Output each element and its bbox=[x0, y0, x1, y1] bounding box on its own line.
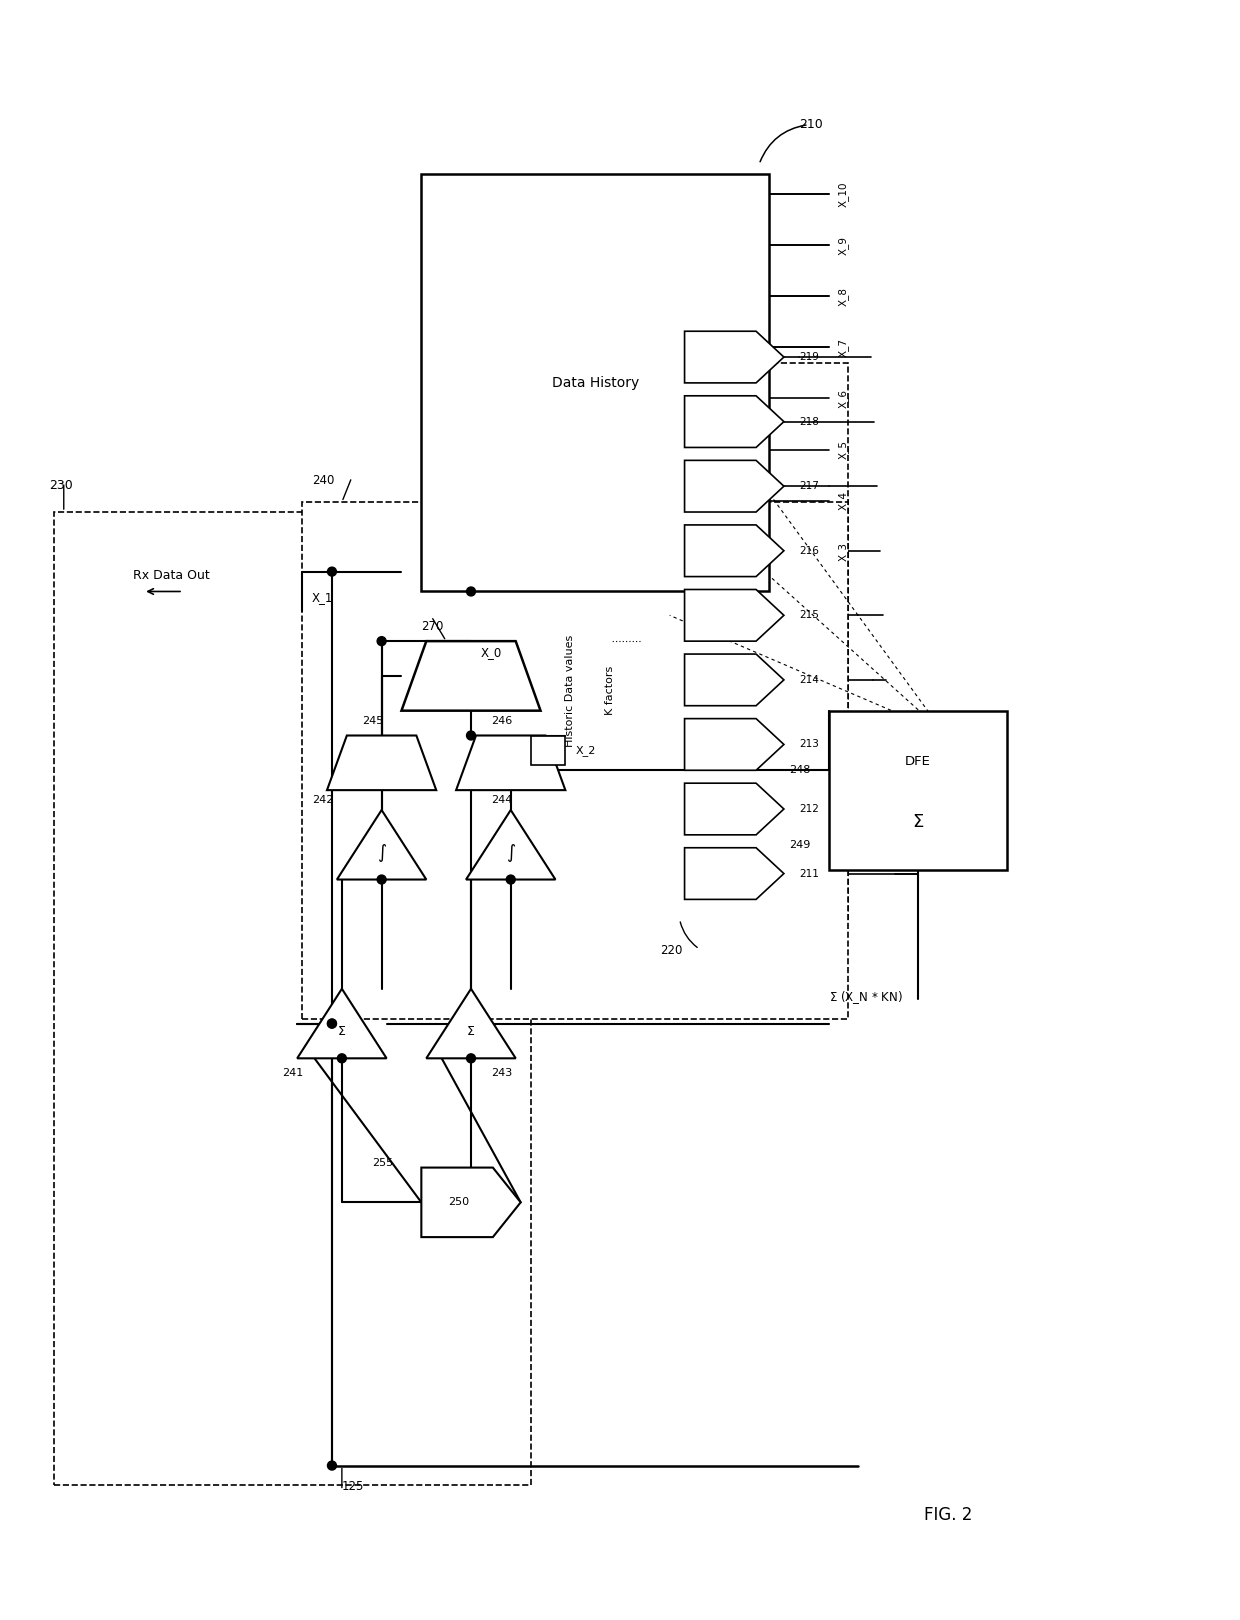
Text: 220: 220 bbox=[660, 944, 682, 957]
Bar bbox=[303, 502, 848, 1019]
Polygon shape bbox=[456, 735, 565, 791]
Polygon shape bbox=[684, 590, 784, 642]
Text: 214: 214 bbox=[799, 676, 818, 685]
Text: 213: 213 bbox=[799, 739, 818, 750]
Polygon shape bbox=[298, 988, 387, 1058]
Polygon shape bbox=[684, 847, 784, 899]
Text: 215: 215 bbox=[799, 611, 818, 620]
Text: $\int$: $\int$ bbox=[506, 842, 516, 863]
Circle shape bbox=[327, 567, 336, 577]
Text: 255: 255 bbox=[372, 1158, 393, 1168]
Text: X_10: X_10 bbox=[838, 181, 849, 207]
Bar bbox=[53, 512, 531, 1486]
Text: X_0: X_0 bbox=[481, 646, 502, 659]
Polygon shape bbox=[684, 782, 784, 834]
Text: Historic Data values: Historic Data values bbox=[565, 635, 575, 747]
Polygon shape bbox=[422, 1168, 521, 1238]
Text: $\Sigma$: $\Sigma$ bbox=[911, 813, 924, 831]
Text: X_6: X_6 bbox=[838, 389, 849, 408]
Circle shape bbox=[337, 1055, 346, 1063]
Polygon shape bbox=[327, 735, 436, 791]
Bar bbox=[422, 175, 769, 591]
Bar bbox=[670, 363, 848, 919]
Text: X_5: X_5 bbox=[838, 441, 849, 458]
Text: FIG. 2: FIG. 2 bbox=[924, 1507, 972, 1524]
Text: 246: 246 bbox=[491, 716, 512, 726]
Circle shape bbox=[327, 1019, 336, 1029]
Text: 249: 249 bbox=[789, 839, 810, 851]
Text: 240: 240 bbox=[312, 475, 335, 488]
Text: 243: 243 bbox=[491, 1068, 512, 1079]
Text: 219: 219 bbox=[799, 352, 818, 361]
Text: X_7: X_7 bbox=[838, 339, 849, 356]
Text: X_4: X_4 bbox=[838, 491, 849, 510]
Text: DFE: DFE bbox=[905, 755, 931, 768]
Text: 245: 245 bbox=[362, 716, 383, 726]
Polygon shape bbox=[337, 810, 427, 880]
Circle shape bbox=[506, 875, 515, 885]
Polygon shape bbox=[427, 988, 516, 1058]
Text: 248: 248 bbox=[789, 765, 810, 776]
Text: 244: 244 bbox=[491, 795, 512, 805]
Text: X_8: X_8 bbox=[838, 287, 849, 306]
Text: 210: 210 bbox=[799, 118, 822, 131]
Text: X_2: X_2 bbox=[575, 745, 595, 757]
Circle shape bbox=[377, 637, 386, 646]
Text: 217: 217 bbox=[799, 481, 818, 491]
Polygon shape bbox=[402, 642, 541, 711]
Polygon shape bbox=[684, 525, 784, 577]
Text: 218: 218 bbox=[799, 416, 818, 426]
Circle shape bbox=[327, 1461, 336, 1469]
Circle shape bbox=[327, 1019, 336, 1029]
Bar bbox=[531, 735, 565, 765]
Text: K factors: K factors bbox=[605, 666, 615, 716]
Text: Rx Data Out: Rx Data Out bbox=[133, 569, 210, 582]
Polygon shape bbox=[684, 719, 784, 769]
Polygon shape bbox=[684, 460, 784, 512]
Text: X_1: X_1 bbox=[312, 591, 334, 604]
Circle shape bbox=[466, 586, 475, 596]
Text: X_9: X_9 bbox=[838, 237, 849, 254]
Circle shape bbox=[466, 1055, 475, 1063]
Text: 211: 211 bbox=[799, 868, 818, 878]
Text: Data History: Data History bbox=[552, 376, 639, 390]
Polygon shape bbox=[684, 395, 784, 447]
Text: $\Sigma$: $\Sigma$ bbox=[337, 1025, 346, 1038]
Text: 242: 242 bbox=[312, 795, 334, 805]
Bar bbox=[828, 711, 1007, 870]
Text: $\Sigma$ (X_N * KN): $\Sigma$ (X_N * KN) bbox=[828, 988, 903, 1006]
Text: $\int$: $\int$ bbox=[377, 842, 387, 863]
Text: 212: 212 bbox=[799, 804, 818, 813]
Text: 125: 125 bbox=[342, 1481, 365, 1494]
Text: X_3: X_3 bbox=[838, 543, 849, 561]
Circle shape bbox=[377, 875, 386, 885]
Text: 270: 270 bbox=[422, 620, 444, 633]
Text: 230: 230 bbox=[48, 480, 73, 492]
Text: 250: 250 bbox=[449, 1197, 470, 1207]
Polygon shape bbox=[684, 330, 784, 382]
Polygon shape bbox=[466, 810, 556, 880]
Text: 216: 216 bbox=[799, 546, 818, 556]
Polygon shape bbox=[684, 654, 784, 706]
Text: 241: 241 bbox=[283, 1068, 304, 1079]
Text: $\Sigma$: $\Sigma$ bbox=[466, 1025, 476, 1038]
Circle shape bbox=[466, 731, 475, 740]
